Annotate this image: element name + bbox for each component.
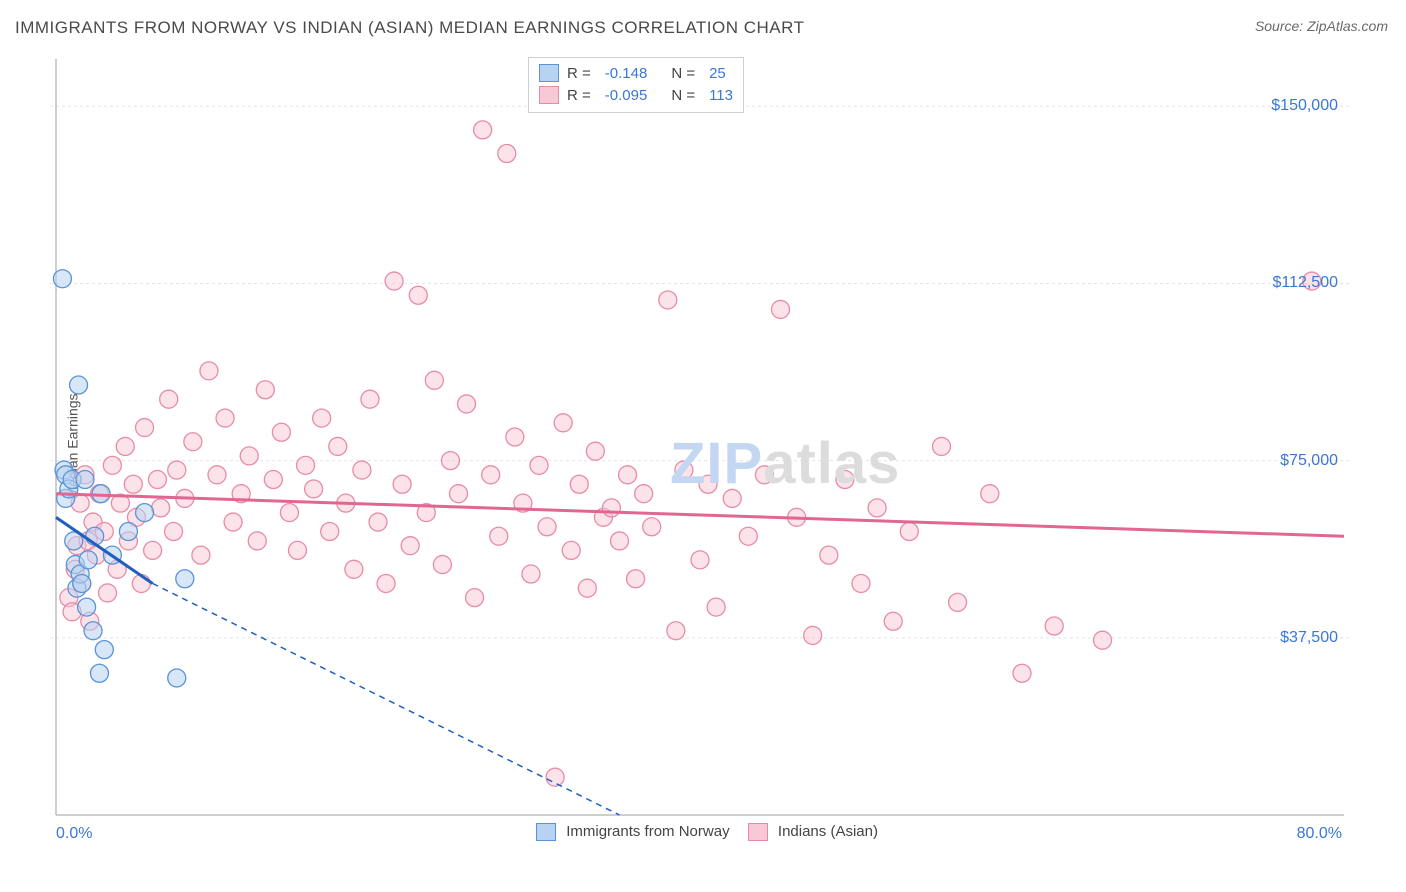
series-swatch-norway: [536, 823, 556, 841]
correlation-legend: R = -0.148 N = 25 R = -0.095 N = 113: [528, 57, 744, 113]
watermark-zip: ZIP: [670, 431, 763, 496]
legend-r-value-norway: -0.148: [605, 65, 648, 82]
y-tick-label: $150,000: [1271, 97, 1338, 115]
series-label-indian: Indians (Asian): [778, 823, 878, 840]
series-swatch-indian: [748, 823, 768, 841]
y-tick-label: $75,000: [1280, 452, 1338, 470]
legend-row-norway: R = -0.148 N = 25: [539, 62, 733, 84]
source-name: ZipAtlas.com: [1307, 18, 1388, 34]
legend-row-indian: R = -0.095 N = 113: [539, 84, 733, 106]
legend-r-label: R =: [567, 65, 591, 82]
legend-swatch-indian: [539, 86, 559, 104]
series-legend: Immigrants from Norway Indians (Asian): [50, 823, 1350, 841]
watermark: ZIPatlas: [670, 430, 900, 497]
chart-container: IMMIGRANTS FROM NORWAY VS INDIAN (ASIAN)…: [0, 0, 1406, 892]
legend-n-label: N =: [671, 65, 695, 82]
plot-area: ZIPatlas R = -0.148 N = 25 R = -0.095 N …: [50, 55, 1350, 845]
y-tick-label: $37,500: [1280, 629, 1338, 647]
legend-n-value-indian: 113: [709, 87, 733, 104]
source-prefix: Source:: [1255, 18, 1307, 34]
legend-n-label: N =: [671, 87, 695, 104]
legend-r-label: R =: [567, 87, 591, 104]
source-attribution: Source: ZipAtlas.com: [1255, 18, 1388, 34]
y-tick-label: $112,500: [1272, 274, 1338, 292]
watermark-atlas: atlas: [763, 431, 900, 496]
series-label-norway: Immigrants from Norway: [566, 823, 729, 840]
legend-r-value-indian: -0.095: [605, 87, 648, 104]
chart-title: IMMIGRANTS FROM NORWAY VS INDIAN (ASIAN)…: [15, 18, 804, 38]
legend-n-value-norway: 25: [709, 65, 726, 82]
legend-swatch-norway: [539, 64, 559, 82]
